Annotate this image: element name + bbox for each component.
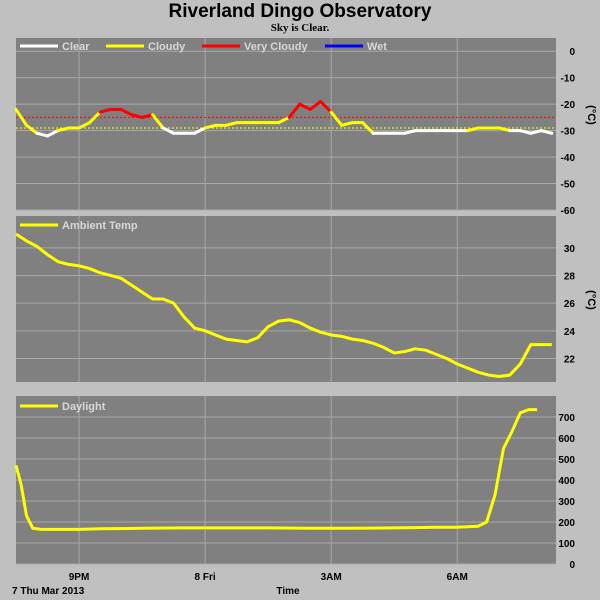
sky-series-segment [403,129,417,135]
y-tick-label: 600 [558,434,575,445]
sky-series-segment [140,113,155,119]
sky-panel-bg [16,38,556,210]
y-tick-label: -20 [561,100,576,111]
y-tick-label: 22 [564,354,576,365]
sky-series-segment [539,129,554,135]
y-tick-label: 26 [564,299,576,310]
y-tick-label: 28 [564,271,576,282]
legend-cloudy-label: Cloudy [148,41,186,53]
legend-clear-label: Clear [62,41,90,53]
sky-grid [16,38,556,211]
sky-series-segment [329,110,344,127]
x-tick-label: 9PM [69,572,90,583]
sky-series-segment [46,129,60,138]
sky-series-segment [518,129,533,135]
y-tick-label: 400 [558,476,575,487]
ambient-panel: 30 28 26 24 22 Ambient Temp (°C) [15,216,597,382]
sky-y-tick-labels: 0 -10 -20 -30 -40 -50 -60 [561,47,576,217]
ambient-temp-line [15,232,552,378]
y-tick-label: -30 [561,127,576,138]
y-tick-label: 24 [564,327,576,338]
sky-series-segment [193,126,207,135]
x-axis-title: Time [276,586,300,597]
sky-series-segment [14,107,29,127]
sky-series-segment [361,121,375,135]
x-tick-label: 8 Fri [195,572,216,583]
sky-series-segment [319,100,333,114]
y-tick-label: 30 [564,244,576,255]
sky-series-segment [161,126,176,135]
y-tick-label: 300 [558,497,575,508]
x-tick-label: 3AM [321,572,342,583]
sky-series-segment [88,110,102,125]
legend-ambient-label: Ambient Temp [62,220,138,232]
sky-series-segment [25,123,39,135]
sky-series-segment [98,107,113,114]
sky-series-segment [466,126,480,133]
y-tick-label: 0 [569,560,575,571]
ambient-y-axis-title: (°C) [585,290,597,310]
legend-daylight-label: Daylight [62,401,106,413]
daylight-y-tick-labels: 700 600 500 400 300 200 100 0 [558,413,575,571]
y-tick-label: -40 [561,153,576,164]
chart-title: Riverland Dingo Observatory [168,1,432,22]
sky-series-segment [35,131,50,138]
sky-y-axis-title: (°C) [585,105,597,125]
legend-wet-label: Wet [367,41,387,53]
sky-series-segment [497,126,512,133]
daylight-grid [16,396,556,565]
x-tick-label: 6AM [447,572,468,583]
sky-series-segment [529,129,543,135]
sky-series-segment [287,102,302,119]
legend-very-cloudy-label: Very Cloudy [244,41,308,53]
daylight-line [14,408,538,531]
sky-series-segment [151,113,165,130]
chart-subtitle: Sky is Clear. [270,22,330,34]
sky-panel: 0 -10 -20 -30 -40 -50 -60 Clear Cloudy Very Cl… [14,38,597,217]
ambient-panel-bg [16,216,556,382]
ambient-y-tick-labels: 30 28 26 24 22 [564,244,576,366]
x-start-date-label: 7 Thu Mar 2013 [12,586,85,597]
x-tick-labels: 9PM 8 Fri 3AM 6AM [69,572,468,583]
sky-temperature-series [14,100,554,138]
daylight-panel: 700 600 500 400 300 200 100 0 Daylight [14,396,575,571]
sky-series-segment [298,102,312,111]
sky-series-segment [340,121,354,127]
sky-series-segment [56,126,71,133]
y-tick-label: 200 [558,518,575,529]
sky-series-segment [77,121,92,130]
y-tick-label: 0 [569,47,575,58]
sky-series-segment [277,115,291,125]
y-tick-label: 700 [558,413,575,424]
y-tick-label: 100 [558,539,575,550]
y-tick-label: -10 [561,74,576,85]
sky-series-segment [203,123,218,130]
sky-series-segment [119,107,134,117]
sky-series-segment [224,121,239,127]
y-tick-label: 500 [558,455,575,466]
y-tick-label: -50 [561,180,576,191]
sky-series-segment [308,100,323,111]
sky-series-segment [130,113,144,119]
y-tick-label: -60 [561,206,576,217]
